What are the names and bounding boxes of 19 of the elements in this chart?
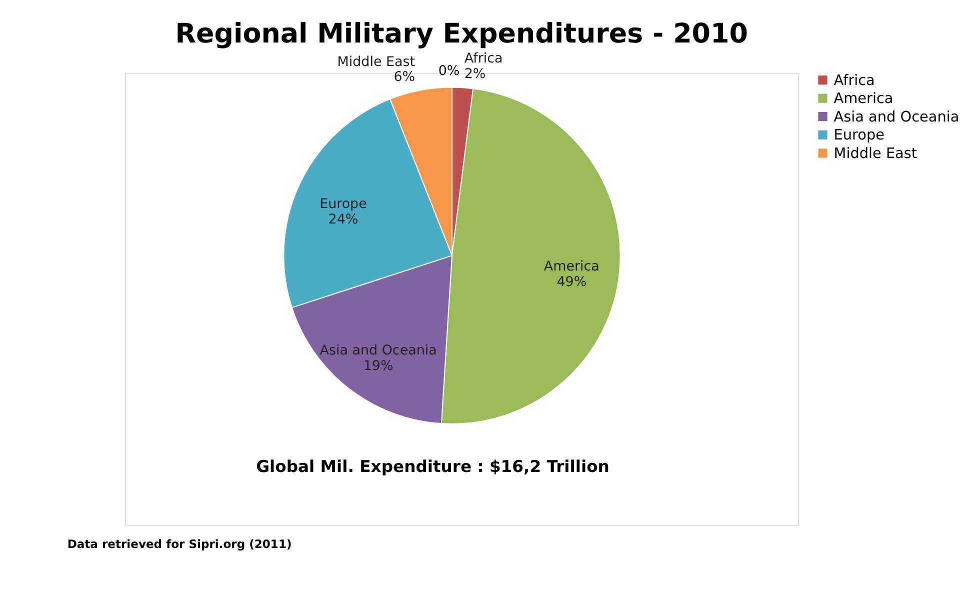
slice-label: America xyxy=(544,260,600,275)
legend-label: America xyxy=(834,91,894,108)
chart-title: Regional Military Expenditures - 2010 xyxy=(175,18,748,50)
legend-label: Europe xyxy=(834,128,885,144)
data-label: 2% xyxy=(464,67,486,82)
data-label: 19% xyxy=(363,358,394,374)
data-label: 24% xyxy=(328,212,358,228)
slice-label: Africa xyxy=(464,52,503,67)
data-label: 49% xyxy=(556,275,587,290)
legend-label: Middle East xyxy=(834,146,918,162)
legend-label: Africa xyxy=(834,72,875,89)
text: 0% xyxy=(438,64,460,79)
slice-label: Middle East xyxy=(337,54,416,70)
data-label: 6% xyxy=(394,70,416,86)
legend-label: Asia and Oceania xyxy=(834,109,960,126)
text: Data retrieved for Sipri.org (2011) xyxy=(67,536,292,551)
text: Global Mil. Expenditure : $16,2 Trillion xyxy=(256,456,610,476)
slice-label: Asia and Oceania xyxy=(320,343,437,358)
slice-label: Europe xyxy=(320,197,367,212)
